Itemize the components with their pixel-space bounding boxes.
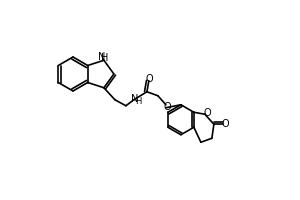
Text: O: O [203, 108, 211, 118]
Text: H: H [135, 97, 142, 106]
Text: N: N [98, 52, 106, 62]
Text: N: N [131, 94, 139, 104]
Text: O: O [221, 119, 229, 129]
Text: O: O [163, 102, 171, 112]
Text: O: O [146, 74, 153, 84]
Text: H: H [101, 53, 109, 63]
